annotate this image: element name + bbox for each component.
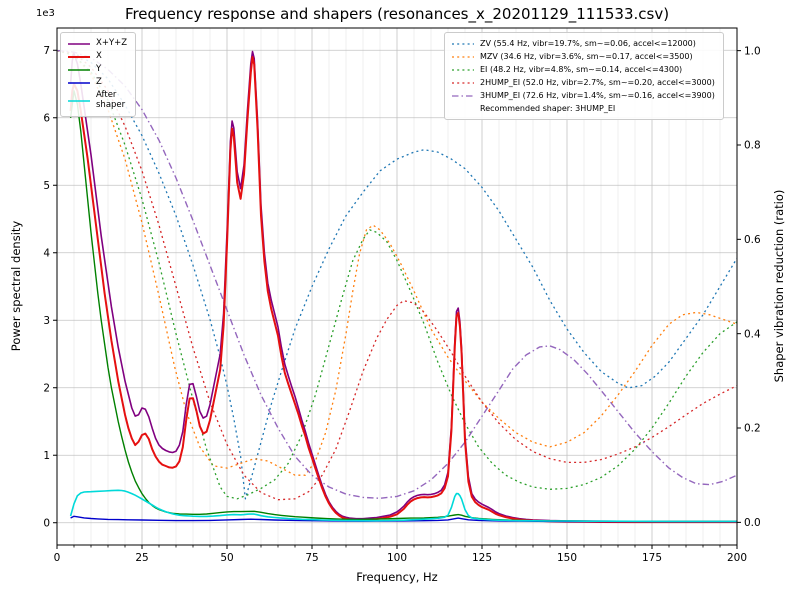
legend-line-sample [452, 42, 474, 45]
y-right-tick-label: 0.4 [744, 328, 761, 340]
x-tick-label: 0 [54, 552, 61, 564]
y-left-tick-label: 0 [43, 517, 50, 529]
legend-psd-rows: X+Y+Z X Y Z After shaper [67, 37, 127, 112]
legend-line-sample [452, 81, 474, 84]
x-tick-label: 100 [387, 552, 407, 564]
legend-item: 3HUMP_EI (72.6 Hz, vibr=1.4%, sm~=0.16, … [451, 89, 715, 102]
legend-item: X+Y+Z [67, 37, 127, 50]
major-grid [57, 28, 737, 545]
y-right-tick-label: 0.2 [744, 423, 761, 435]
series-y [69, 90, 737, 523]
series-x [69, 56, 737, 524]
series-group [57, 49, 737, 524]
legend-line-sample [452, 55, 474, 58]
legend-line-sample [68, 81, 90, 84]
legend-item-label: ZV (55.4 Hz, vibr=19.7%, sm~=0.06, accel… [480, 38, 696, 48]
series-mzv [57, 49, 737, 476]
y-left-tick-label: 6 [43, 112, 50, 124]
x-tick-label: 175 [642, 552, 662, 564]
y-left-tick-label: 5 [43, 180, 50, 192]
x-tick-label: 200 [727, 552, 747, 564]
legend-psd: X+Y+Z X Y Z After shaper [60, 32, 137, 117]
legend-item-label: X [96, 50, 102, 61]
chart-title: Frequency response and shapers (resonanc… [124, 5, 670, 23]
legend-line-sample [68, 68, 90, 71]
y-left-tick-label: 4 [43, 247, 50, 259]
legend-item: X [67, 50, 127, 63]
legend-line-sample [68, 55, 90, 58]
recommended-shaper-note: Recommended shaper: 3HUMP_EI [480, 104, 616, 113]
legend-item-label: X+Y+Z [96, 37, 128, 48]
legend-item: 2HUMP_EI (52.0 Hz, vibr=2.7%, sm~=0.20, … [451, 76, 715, 89]
legend-shapers: ZV (55.4 Hz, vibr=19.7%, sm~=0.06, accel… [444, 32, 724, 120]
x-tick-label: 125 [472, 552, 492, 564]
y-right-tick-label: 0.8 [744, 140, 761, 152]
legend-item-label: 2HUMP_EI (52.0 Hz, vibr=2.7%, sm~=0.20, … [480, 77, 715, 87]
x-axis-label: Frequency, Hz [356, 570, 438, 584]
legend-item: Z [67, 76, 127, 89]
x-tick-label: 50 [220, 552, 233, 564]
x-tick-label: 25 [135, 552, 148, 564]
legend-line-sample [68, 42, 90, 45]
legend-line-sample [452, 94, 474, 97]
series-x-y-z [69, 50, 737, 523]
legend-line-sample [68, 99, 90, 102]
y-left-tick-label: 3 [43, 315, 50, 327]
y-right-tick-label: 1.0 [744, 45, 761, 57]
legend-item-label: Y [96, 63, 102, 74]
y-right-tick-label: 0.6 [744, 234, 761, 246]
series-2hump-ei [57, 49, 737, 501]
legend-item: ZV (55.4 Hz, vibr=19.7%, sm~=0.06, accel… [451, 37, 715, 50]
y-left-axis-label: Power spectral density [9, 220, 23, 352]
y-left-tick-label: 2 [43, 382, 50, 394]
legend-item-label: After shaper [96, 89, 126, 110]
legend-item-label: Z [96, 76, 102, 87]
legend-item-label: 3HUMP_EI (72.6 Hz, vibr=1.4%, sm~=0.16, … [480, 90, 715, 100]
legend-item-label: MZV (34.6 Hz, vibr=3.6%, sm~=0.17, accel… [480, 51, 693, 61]
legend-item-label: EI (48.2 Hz, vibr=4.8%, sm~=0.14, accel<… [480, 64, 683, 74]
y-right-axis-label: Shaper vibration reduction (ratio) [772, 189, 786, 383]
axis-ticks: 0 25 50 75 100 125 150 175 200 0 1 2 3 4 5 6 7 0.0 0.2 0.4 0… [43, 45, 761, 564]
legend-line-sample [452, 68, 474, 71]
series-after-shaper [69, 489, 737, 523]
y-axis-offset-label: 1e3 [36, 8, 55, 19]
y-left-tick-label: 1 [43, 450, 50, 462]
legend-item: After shaper [67, 89, 127, 112]
y-left-tick-label: 7 [43, 45, 50, 57]
y-right-tick-label: 0.0 [744, 517, 761, 529]
series-3hump-ei [57, 49, 737, 499]
x-tick-label: 75 [305, 552, 318, 564]
legend-item: MZV (34.6 Hz, vibr=3.6%, sm~=0.17, accel… [451, 50, 715, 63]
x-tick-label: 150 [557, 552, 577, 564]
legend-item: EI (48.2 Hz, vibr=4.8%, sm~=0.14, accel<… [451, 63, 715, 76]
legend-shapers-rows: ZV (55.4 Hz, vibr=19.7%, sm~=0.06, accel… [451, 37, 715, 102]
legend-item: Y [67, 63, 127, 76]
